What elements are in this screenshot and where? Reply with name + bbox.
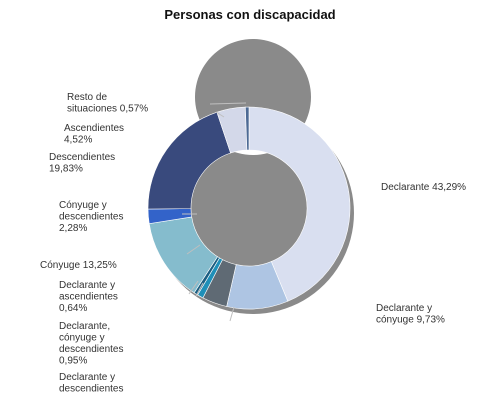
leader-line-4	[195, 282, 204, 297]
slice-label-line: Declarante y	[59, 372, 115, 383]
slice-label-4: Declarante, cónyuge y descendientes 0,95%	[59, 321, 124, 367]
slice-label-2: Declarante y cónyuge 9,73%	[376, 303, 445, 326]
slice-label-6: Cónyuge 13,25%	[40, 260, 117, 271]
leader-line-6	[186, 244, 201, 255]
slice-labels: Declarante 43,29%Declarante y cónyuge 9,7…	[40, 92, 466, 395]
slice-label-line: Declarante,	[59, 321, 110, 332]
slice-label-line: Declarante y	[59, 280, 115, 291]
slice-label-line: Descendientes	[49, 152, 115, 163]
slice-label-line: Cónyuge 13,25%	[40, 260, 117, 271]
chart-title: Personas con discapacidad	[164, 7, 335, 22]
slice-label-line: situaciones 0,57%	[67, 104, 148, 115]
slice-label-line: descendientes	[59, 344, 124, 355]
slice-label-line: 0,95%	[59, 356, 87, 367]
slice-label-line: 4,52%	[64, 135, 92, 146]
slice-label-5: Declarante y ascendientes 0,64%	[59, 280, 118, 314]
slice-label-3: Declarante y descendientes	[59, 372, 124, 395]
leader-line-10	[209, 102, 247, 105]
slice-label-1: Declarante 43,29%	[381, 182, 466, 193]
donut-slices	[147, 106, 351, 310]
slice-label-line: descendientes	[59, 212, 124, 223]
slice-label-line: Cónyuge y	[59, 200, 107, 211]
slice-label-line: ascendientes	[59, 292, 118, 303]
slice-label-10: Resto de situaciones 0,57%	[67, 92, 148, 115]
slice-label-8: Descendientes 19,83%	[49, 152, 115, 175]
slice-label-line: Declarante y	[376, 303, 432, 314]
slice-label-line: cónyuge y	[59, 333, 105, 344]
slice-label-line: 0,64%	[59, 303, 87, 314]
slice-label-line: Ascendientes	[64, 123, 124, 134]
donut-slice-1	[248, 106, 351, 302]
donut-slice-10	[245, 106, 250, 151]
leader-lines	[182, 102, 247, 322]
slice-label-line: cónyuge 9,73%	[376, 315, 445, 326]
slice-label-line: Declarante 43,29%	[381, 182, 466, 193]
leader-line-5	[188, 280, 199, 295]
leader-line-9	[215, 111, 225, 118]
slice-label-7: Cónyuge y descendientes 2,28%	[59, 200, 124, 234]
slice-label-line: 2,28%	[59, 223, 87, 234]
leader-line-3	[229, 306, 235, 322]
slice-label-line: Resto de	[67, 92, 107, 103]
slice-label-line: 19,83%	[49, 164, 83, 175]
slice-label-line: descendientes	[59, 384, 124, 395]
slice-label-9: Ascendientes 4,52%	[64, 123, 124, 146]
